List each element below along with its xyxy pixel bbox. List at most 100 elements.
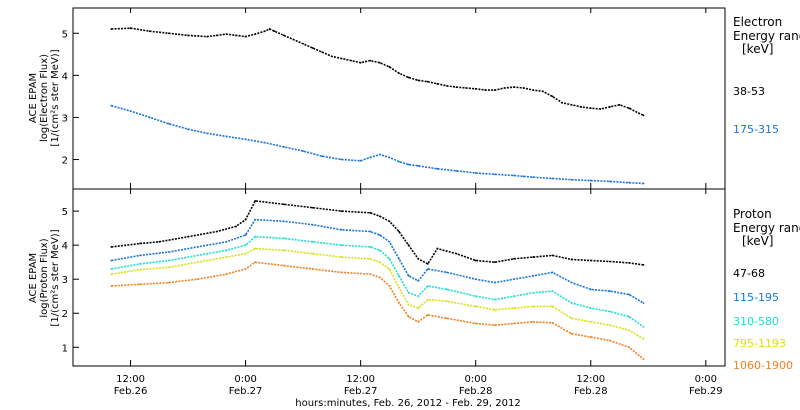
proton-data-point bbox=[532, 320, 535, 323]
proton-ylabel-line-1: ACE EPAM bbox=[28, 253, 39, 303]
proton-data-point bbox=[609, 324, 611, 327]
proton-data-point bbox=[474, 259, 477, 262]
proton-data-point bbox=[254, 261, 257, 264]
proton-legend-item-310-580: 310-580 bbox=[733, 315, 779, 328]
proton-data-point bbox=[513, 295, 515, 298]
electron-data-point bbox=[110, 28, 113, 30]
proton-series-1060-1900 bbox=[111, 261, 645, 360]
proton-data-point bbox=[493, 308, 496, 311]
proton-data-point bbox=[628, 346, 631, 349]
proton-data-point bbox=[513, 307, 515, 310]
proton-data-point bbox=[455, 252, 458, 255]
proton-data-point bbox=[589, 320, 592, 323]
electron-data-point bbox=[110, 104, 113, 107]
electron-data-point bbox=[446, 84, 448, 87]
electron-data-point bbox=[292, 38, 295, 41]
proton-data-point bbox=[196, 245, 199, 248]
electron-data-point bbox=[513, 86, 515, 89]
electron-data-point bbox=[417, 164, 420, 167]
electron-legend-title-line-2: Energy range bbox=[733, 29, 800, 43]
proton-legend-item-795-1193: 795-1193 bbox=[733, 337, 786, 350]
proton-data-point bbox=[628, 329, 631, 332]
proton-data-point bbox=[417, 320, 420, 323]
electron-data-point bbox=[522, 87, 525, 89]
electron-legend-title: Electron Energy range [keV] bbox=[733, 15, 800, 56]
proton-legend-item-1060-1900: 1060-1900 bbox=[733, 359, 793, 372]
electron-data-point bbox=[407, 76, 410, 79]
electron-legend-item-38-53: 38-53 bbox=[733, 85, 765, 98]
proton-data-point bbox=[446, 317, 448, 320]
proton-data-point bbox=[551, 290, 554, 293]
proton-data-point bbox=[311, 252, 314, 255]
electron-data-point bbox=[321, 155, 324, 158]
electron-data-point bbox=[302, 150, 305, 153]
electron-data-point bbox=[532, 176, 535, 179]
proton-series-47-68 bbox=[111, 200, 644, 266]
electron-data-point bbox=[455, 86, 458, 89]
proton-data-point bbox=[388, 220, 391, 223]
proton-data-point bbox=[369, 273, 372, 275]
proton-data-point bbox=[426, 314, 429, 316]
electron-data-point bbox=[589, 107, 592, 110]
electron-data-point bbox=[148, 30, 151, 33]
proton-data-point bbox=[642, 325, 645, 328]
x-tick-date-label: Feb.27 bbox=[229, 386, 263, 397]
proton-data-point bbox=[642, 302, 645, 304]
x-tick-date-label: Feb.28 bbox=[574, 386, 608, 397]
proton-data-point bbox=[388, 257, 391, 260]
x-tick-time-label: 12:00 bbox=[116, 374, 145, 385]
electron-data-point bbox=[311, 47, 314, 49]
proton-data-point bbox=[589, 288, 592, 291]
electron-data-point bbox=[225, 135, 228, 138]
electron-data-point bbox=[493, 89, 496, 91]
proton-data-point bbox=[167, 259, 170, 262]
proton-data-point bbox=[426, 298, 429, 301]
proton-data-point bbox=[628, 315, 631, 318]
proton-data-point bbox=[139, 262, 142, 265]
proton-data-point bbox=[110, 259, 113, 262]
proton-data-point bbox=[551, 271, 554, 274]
proton-data-point bbox=[225, 273, 228, 275]
electron-data-point bbox=[513, 174, 515, 177]
proton-data-point bbox=[244, 244, 247, 247]
electron-data-point bbox=[215, 34, 218, 37]
proton-data-point bbox=[407, 315, 410, 318]
electron-data-point bbox=[465, 87, 468, 89]
electron-data-point bbox=[302, 42, 305, 45]
proton-data-point bbox=[283, 220, 285, 223]
electron-data-point bbox=[167, 32, 170, 35]
proton-data-point bbox=[388, 240, 391, 243]
proton-data-point bbox=[493, 324, 496, 327]
proton-data-point bbox=[570, 258, 573, 261]
proton-data-point bbox=[532, 305, 535, 308]
proton-data-point bbox=[225, 240, 228, 243]
proton-data-point bbox=[417, 257, 420, 260]
proton-data-point bbox=[551, 305, 554, 308]
proton-data-point bbox=[283, 249, 285, 252]
proton-ylabel-line-3: [1/(cm²s ster MeV)] bbox=[50, 229, 61, 326]
proton-data-point bbox=[235, 225, 237, 228]
proton-data-point bbox=[513, 322, 515, 325]
electron-data-point bbox=[474, 172, 477, 174]
proton-data-point bbox=[244, 218, 247, 221]
proton-data-point bbox=[139, 283, 142, 286]
electron-data-point bbox=[187, 128, 189, 131]
proton-data-point bbox=[215, 230, 218, 233]
proton-data-point bbox=[244, 252, 247, 255]
proton-data-point bbox=[139, 254, 142, 257]
electron-data-point bbox=[426, 80, 429, 83]
electron-data-point bbox=[570, 178, 573, 181]
proton-data-point bbox=[436, 247, 439, 250]
proton-data-point bbox=[589, 307, 592, 310]
proton-data-point bbox=[378, 276, 381, 279]
x-tick-date-label: Feb.29 bbox=[689, 386, 723, 397]
electron-series-175-315 bbox=[111, 104, 644, 185]
electron-data-point bbox=[541, 90, 544, 93]
proton-data-point bbox=[407, 244, 410, 247]
proton-data-point bbox=[398, 230, 400, 233]
x-tick-time-label: 12:00 bbox=[576, 374, 605, 385]
proton-data-point bbox=[110, 268, 113, 270]
proton-data-point bbox=[254, 200, 257, 202]
proton-data-point bbox=[340, 256, 343, 258]
